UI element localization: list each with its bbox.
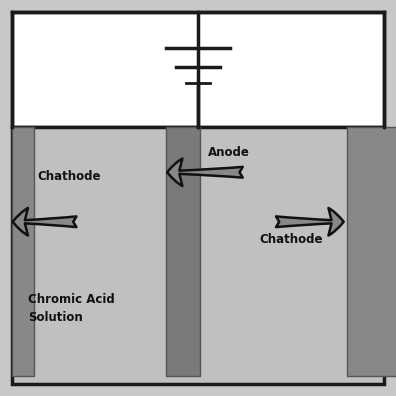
Bar [346, 127, 396, 376]
Text: Chathode: Chathode [259, 233, 323, 246]
Bar [12, 127, 34, 376]
Text: Anode: Anode [208, 146, 250, 159]
Bar [12, 127, 384, 384]
Text: Chromic Acid
Solution: Chromic Acid Solution [28, 293, 114, 324]
Bar [166, 127, 200, 376]
Bar [12, 12, 384, 127]
Text: Chathode: Chathode [38, 170, 101, 183]
